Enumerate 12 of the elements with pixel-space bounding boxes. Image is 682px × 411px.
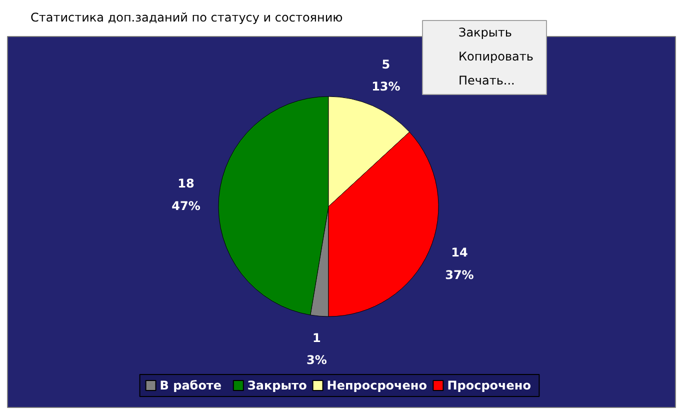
data-label: 14 37%	[445, 246, 474, 282]
text: Копировать	[458, 50, 534, 64]
legend-label: Непросрочено	[326, 378, 427, 392]
legend-label: Просрочено	[447, 378, 531, 392]
legend-label: Закрыто	[247, 378, 307, 392]
data-label: 5 13%	[372, 57, 400, 94]
text: Печать...	[458, 74, 515, 88]
data-label: 1 3%	[306, 330, 327, 368]
data-label: 18 47%	[172, 176, 200, 213]
chart-title: Статистика доп.заданий по статусу и состоянию	[30, 10, 343, 24]
text: Закрыть	[458, 26, 512, 40]
legend-label: В работе	[160, 378, 222, 392]
